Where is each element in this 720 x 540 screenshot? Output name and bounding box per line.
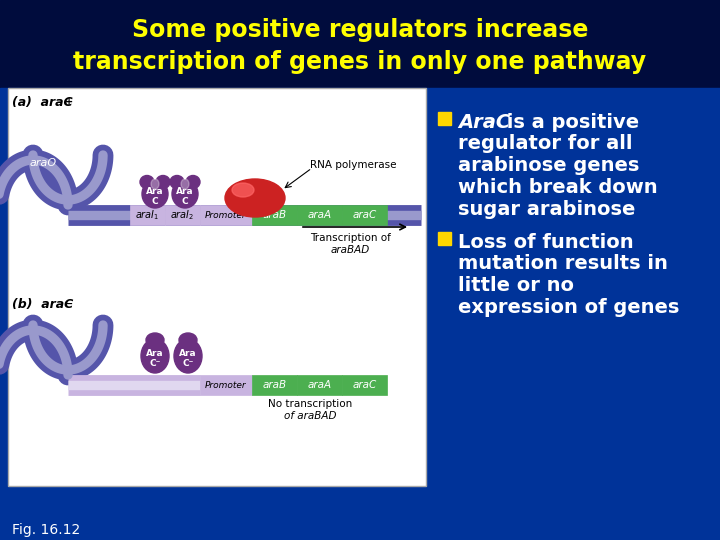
Text: araO: araO [30, 158, 57, 168]
Text: $araI_2$: $araI_2$ [171, 208, 194, 222]
Ellipse shape [170, 176, 184, 188]
Bar [200, 375, 252, 395]
Text: sugar arabinose: sugar arabinose [458, 200, 635, 219]
Ellipse shape [156, 176, 170, 188]
Text: AraC: AraC [458, 113, 510, 132]
Text: Loss of function: Loss of function [458, 233, 634, 252]
Text: araA: araA [307, 380, 332, 390]
Text: (b)  araC: (b) araC [12, 298, 73, 311]
Text: which break down: which break down [458, 178, 657, 197]
Bar [252, 375, 297, 395]
Bar [342, 205, 387, 225]
Text: −: − [65, 299, 73, 309]
Text: Some positive regulators increase: Some positive regulators increase [132, 18, 588, 42]
Bar [130, 205, 165, 225]
Text: araBAD: araBAD [330, 245, 369, 255]
Bar [438, 112, 451, 125]
Text: araA: araA [307, 210, 332, 220]
Text: Ara: Ara [146, 349, 164, 359]
Text: RNA polymerase: RNA polymerase [310, 160, 397, 170]
Text: expression of genes: expression of genes [458, 298, 680, 317]
Text: No transcription: No transcription [268, 399, 352, 409]
Bar [200, 205, 252, 225]
Text: arabinose genes: arabinose genes [458, 156, 639, 175]
Bar [165, 205, 200, 225]
Text: C: C [152, 197, 158, 206]
Text: transcription of genes in only one pathway: transcription of genes in only one pathw… [73, 50, 647, 74]
Ellipse shape [142, 180, 168, 208]
Bar [0, 0, 720, 88]
Text: C⁻: C⁻ [149, 359, 161, 368]
Text: is a positive: is a positive [500, 113, 639, 132]
Text: Transcription of: Transcription of [310, 233, 390, 243]
Ellipse shape [179, 333, 197, 347]
Bar [252, 205, 297, 225]
Text: C: C [181, 197, 189, 206]
Ellipse shape [151, 179, 159, 189]
Ellipse shape [232, 183, 254, 197]
Bar [0, 88, 720, 540]
Text: +: + [65, 97, 73, 107]
Bar [297, 205, 342, 225]
Ellipse shape [174, 339, 202, 373]
Ellipse shape [181, 179, 189, 189]
Text: Promoter: Promoter [205, 211, 247, 219]
Text: mutation results in: mutation results in [458, 254, 668, 273]
Text: Fig. 16.12: Fig. 16.12 [12, 523, 80, 537]
Text: Ara: Ara [176, 187, 194, 197]
Text: regulator for all: regulator for all [458, 134, 632, 153]
Text: (a)  araC: (a) araC [12, 96, 73, 109]
Ellipse shape [141, 339, 169, 373]
Text: of araBAD: of araBAD [284, 411, 336, 421]
Ellipse shape [146, 333, 164, 347]
Ellipse shape [140, 176, 154, 188]
Ellipse shape [172, 180, 198, 208]
Text: araC: araC [352, 210, 377, 220]
Bar [297, 375, 342, 395]
Ellipse shape [225, 179, 285, 217]
Text: C⁻: C⁻ [182, 359, 194, 368]
Text: little or no: little or no [458, 276, 574, 295]
Text: araB: araB [262, 380, 287, 390]
Text: araC: araC [352, 380, 377, 390]
Bar [342, 375, 387, 395]
Bar [438, 232, 451, 245]
Text: araB: araB [262, 210, 287, 220]
Text: Promoter: Promoter [205, 381, 247, 389]
Ellipse shape [186, 176, 200, 188]
Text: Ara: Ara [146, 187, 164, 197]
Bar [8, 88, 426, 486]
Text: Ara: Ara [179, 349, 197, 359]
Text: $araI_1$: $araI_1$ [135, 208, 160, 222]
